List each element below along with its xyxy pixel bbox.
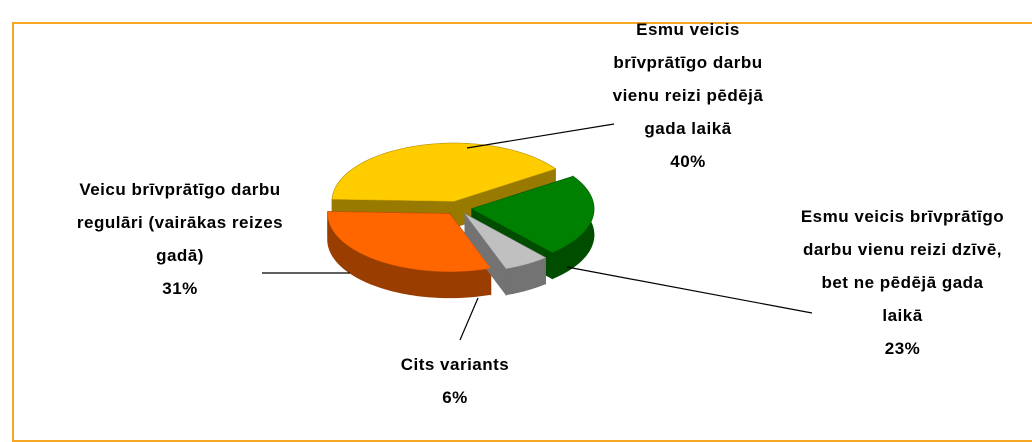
slice-label: Esmu veicis brīvprātīgo darbu vienu reiz… — [598, 13, 778, 178]
slice-label: Cits variants 6% — [355, 348, 555, 414]
percent-label: 31% — [162, 279, 198, 298]
leader-line — [566, 266, 813, 314]
category-label: Veicu brīvprātīgo darbu regulāri (vairāk… — [76, 180, 284, 265]
percent-label: 6% — [442, 388, 468, 407]
category-label: Esmu veicis brīvprātīgo darbu vienu reiz… — [612, 20, 764, 138]
slice-tops — [327, 143, 595, 272]
slice — [331, 143, 556, 202]
leader-lines — [262, 123, 813, 341]
slice — [471, 176, 595, 253]
leader-line — [466, 123, 615, 149]
slice-label: Veicu brīvprātīgo darbu regulāri (vairāk… — [70, 173, 290, 305]
slice — [327, 211, 492, 272]
category-label: Cits variants — [400, 355, 510, 374]
slice-label: Esmu veicis brīvprātīgo darbu vienu reiz… — [800, 200, 1005, 365]
percent-label: 40% — [670, 152, 706, 171]
slice — [464, 213, 547, 269]
category-label: Esmu veicis brīvprātīgo darbu vienu reiz… — [800, 207, 1005, 325]
leader-line — [459, 297, 479, 341]
percent-label: 23% — [884, 339, 921, 358]
